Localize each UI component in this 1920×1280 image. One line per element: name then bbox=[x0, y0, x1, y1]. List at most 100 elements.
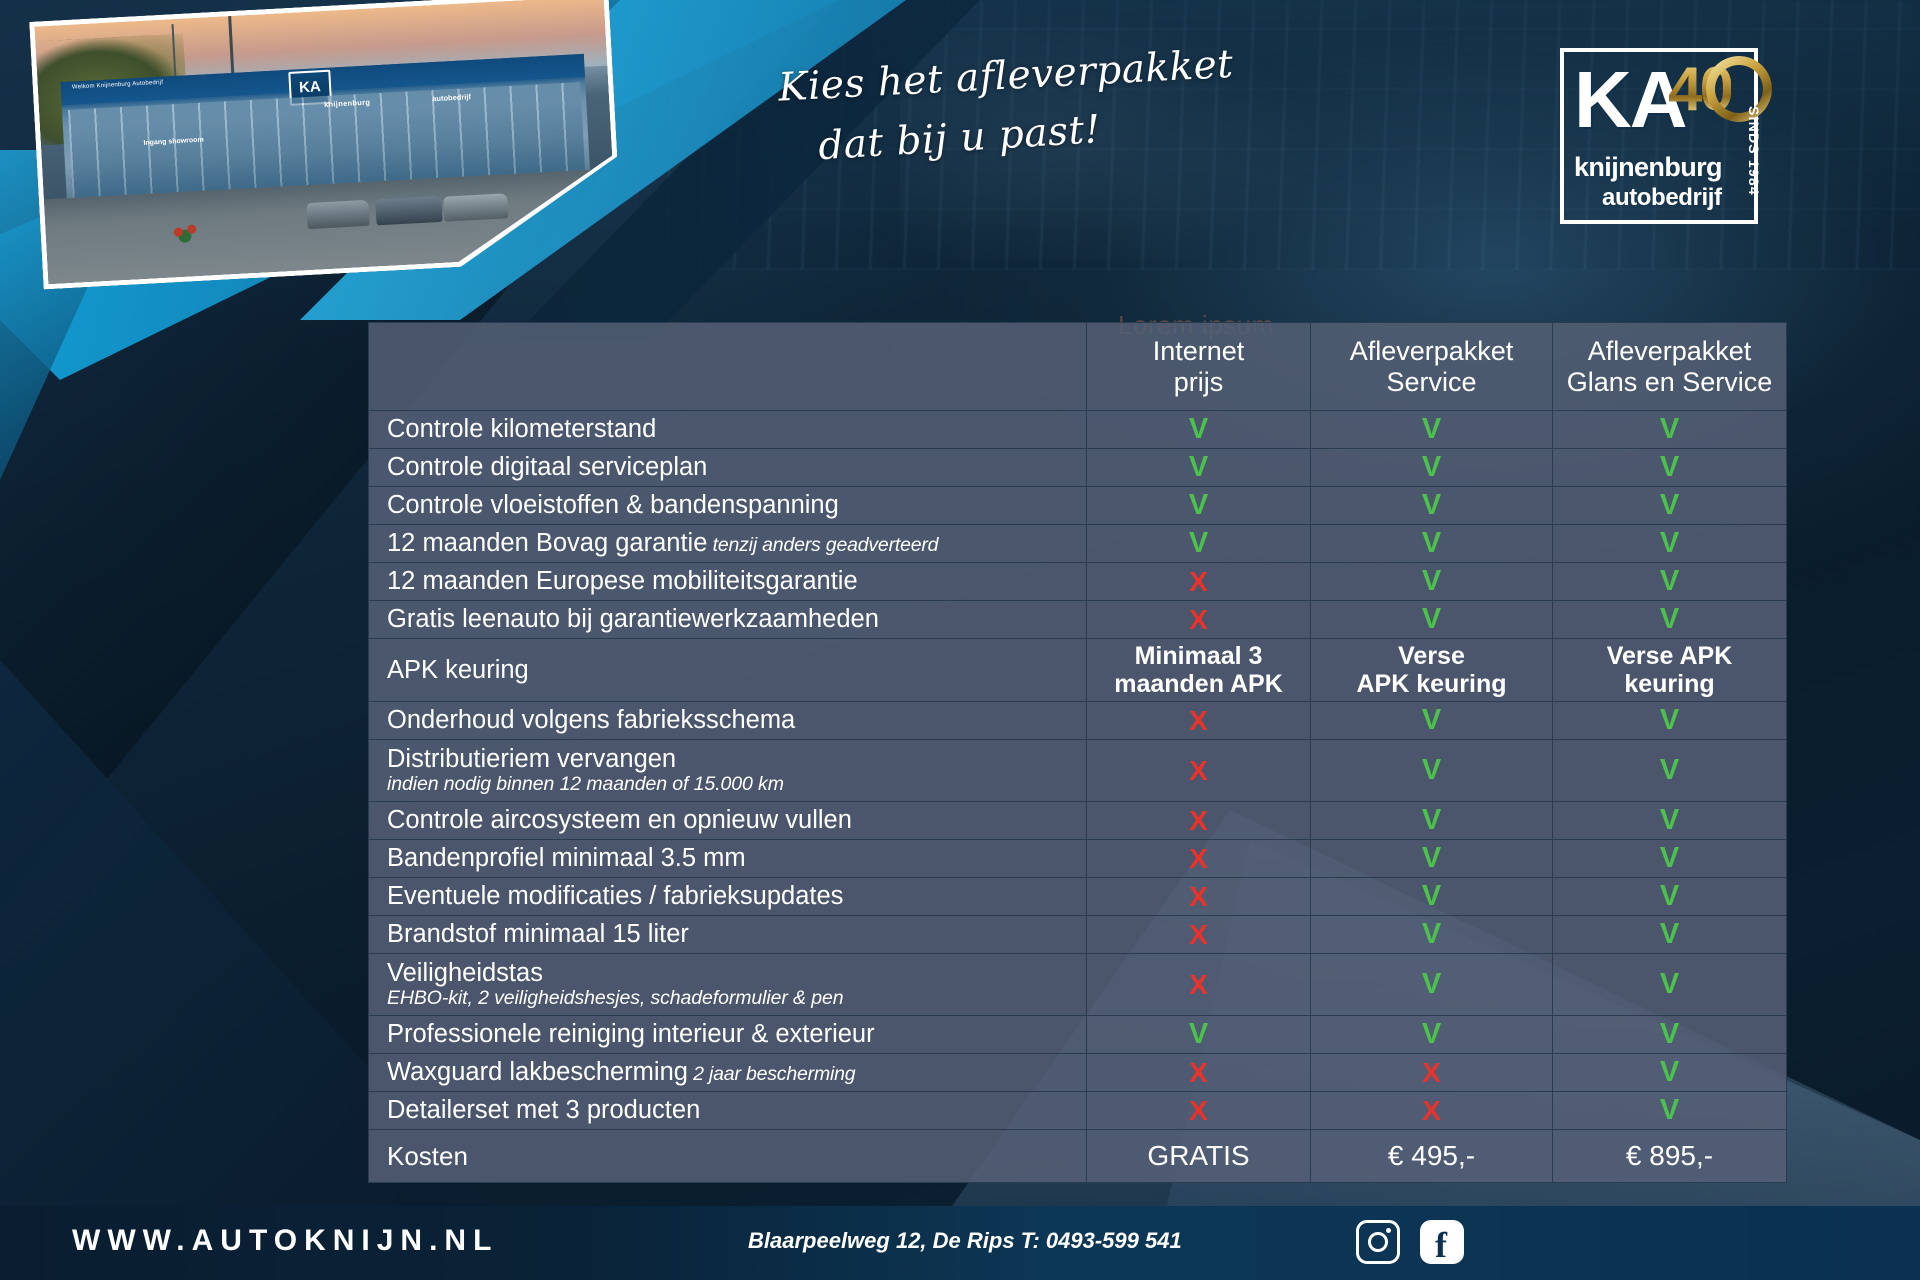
header-glans-line1: Afleverpakket bbox=[1587, 336, 1752, 367]
table-row: Waxguard lakbescherming 2 jaar beschermi… bbox=[368, 1053, 1787, 1092]
header-service-line2: Service bbox=[1386, 366, 1477, 397]
cross-icon: X bbox=[1189, 565, 1208, 597]
cell-check: V bbox=[1310, 524, 1553, 563]
cell-check: V bbox=[1086, 410, 1311, 449]
row-label-text: Controle kilometerstand bbox=[387, 415, 657, 444]
logo-since-text: SINDS 1984 bbox=[1746, 106, 1762, 196]
row-label: Controle digitaal serviceplan bbox=[368, 448, 1087, 487]
table-header-row: Internet prijs Afleverpakket Service Afl… bbox=[368, 322, 1787, 411]
cell-text-value: Verse APK keuring bbox=[1606, 641, 1733, 699]
table-row: Veiligheidstas EHBO-kit, 2 veiligheidshes… bbox=[368, 953, 1787, 1016]
table-row: Controle aircosysteem en opnieuw vullen X… bbox=[368, 801, 1787, 840]
check-icon: V bbox=[1421, 754, 1442, 786]
check-icon: V bbox=[1659, 754, 1680, 786]
footer-website[interactable]: WWW.AUTOKNIJN.NL bbox=[72, 1224, 499, 1257]
cost-label: Kosten bbox=[368, 1129, 1087, 1183]
cell-check: V bbox=[1552, 410, 1787, 449]
check-icon: V bbox=[1421, 527, 1442, 559]
table-row: Detailerset met 3 producten X X V bbox=[368, 1091, 1787, 1130]
cell-cross: X bbox=[1310, 1053, 1553, 1092]
row-label-text: Eventuele modificaties / fabrieksupdates bbox=[387, 882, 844, 911]
cell-check: V bbox=[1552, 486, 1787, 525]
check-icon: V bbox=[1659, 880, 1680, 912]
check-icon: V bbox=[1188, 1018, 1209, 1050]
cell-check: V bbox=[1310, 486, 1553, 525]
logo-company-subtitle: autobedrijf bbox=[1602, 184, 1722, 211]
cell-check: V bbox=[1552, 1015, 1787, 1054]
row-label-text: Waxguard lakbescherming bbox=[387, 1058, 688, 1087]
cost-value: GRATIS bbox=[1086, 1129, 1311, 1183]
photo-car-1 bbox=[307, 200, 370, 229]
row-label-subtext: indien nodig binnen 12 maanden of 15.000… bbox=[387, 773, 784, 796]
cell-check: V bbox=[1310, 410, 1553, 449]
logo-company-name: knijnenburg bbox=[1574, 152, 1723, 182]
background-glow bbox=[900, 10, 1320, 260]
instagram-ring bbox=[1368, 1232, 1388, 1252]
cell-cross: X bbox=[1086, 701, 1311, 740]
row-label: Distributieriem vervangen indien nodig bi… bbox=[368, 739, 1087, 802]
cross-icon: X bbox=[1189, 754, 1208, 786]
check-icon: V bbox=[1659, 968, 1680, 1000]
table-row: Distributieriem vervangen indien nodig bi… bbox=[368, 739, 1787, 802]
header-glans-line2: Glans en Service bbox=[1566, 366, 1773, 397]
cell-cross: X bbox=[1086, 600, 1311, 639]
check-icon: V bbox=[1421, 413, 1442, 445]
row-label-text: Detailerset met 3 producten bbox=[387, 1096, 701, 1125]
company-logo: KA 40 knijnenburg autobedrijf SINDS 1984 bbox=[1560, 48, 1790, 228]
row-label-text: Bandenprofiel minimaal 3.5 mm bbox=[387, 844, 746, 873]
cell-check: V bbox=[1552, 801, 1787, 840]
check-icon: V bbox=[1188, 527, 1209, 559]
check-icon: V bbox=[1188, 489, 1209, 521]
table-row: Controle kilometerstand V V V bbox=[368, 410, 1787, 449]
row-label: Controle aircosysteem en opnieuw vullen bbox=[368, 801, 1087, 840]
row-label-text: Controle vloeistoffen & bandenspanning bbox=[387, 491, 839, 520]
table-row: Onderhoud volgens fabrieksschema X V V bbox=[368, 701, 1787, 740]
photo-flower-bed bbox=[165, 220, 208, 244]
check-icon: V bbox=[1659, 804, 1680, 836]
check-icon: V bbox=[1421, 565, 1442, 597]
table-row: APK keuring Minimaal 3 maanden APK Verse APK… bbox=[368, 638, 1787, 702]
check-icon: V bbox=[1421, 489, 1442, 521]
cell-cross: X bbox=[1086, 839, 1311, 878]
header-service-line1: Afleverpakket bbox=[1349, 336, 1514, 367]
cell-check: V bbox=[1552, 1091, 1787, 1130]
cell-cross: X bbox=[1086, 562, 1311, 601]
row-label: Controle vloeistoffen & bandenspanning bbox=[368, 486, 1087, 525]
cell-check: V bbox=[1552, 701, 1787, 740]
cross-icon: X bbox=[1189, 842, 1208, 874]
check-icon: V bbox=[1659, 1056, 1680, 1088]
logo-border-box bbox=[1560, 48, 1758, 224]
cell-check: V bbox=[1552, 739, 1787, 802]
row-label: 12 maanden Europese mobiliteitsgarantie bbox=[368, 562, 1087, 601]
facebook-icon[interactable]: f bbox=[1420, 1220, 1464, 1264]
row-label-text: Controle aircosysteem en opnieuw vullen bbox=[387, 806, 852, 835]
photo-car-3 bbox=[443, 193, 508, 221]
row-label-text: Professionele reiniging interieur & exte… bbox=[387, 1020, 875, 1049]
table-row: Brandstof minimaal 15 liter X V V bbox=[368, 915, 1787, 954]
cell-text: Verse APK keuring bbox=[1310, 638, 1553, 702]
row-label-text: Veiligheidstas bbox=[387, 959, 543, 988]
cell-check: V bbox=[1310, 953, 1553, 1016]
check-icon: V bbox=[1659, 704, 1680, 736]
slogan: Kies het afleverpakket dat bij u past! bbox=[760, 42, 1280, 208]
row-label: 12 maanden Bovag garantie tenzij anders … bbox=[368, 524, 1087, 563]
check-icon: V bbox=[1188, 413, 1209, 445]
instagram-icon[interactable] bbox=[1356, 1220, 1400, 1264]
row-label: Detailerset met 3 producten bbox=[368, 1091, 1087, 1130]
package-comparison-table: Internet prijs Afleverpakket Service Afl… bbox=[368, 322, 1787, 1183]
check-icon: V bbox=[1659, 603, 1680, 635]
row-label-text: Onderhoud volgens fabrieksschema bbox=[387, 706, 796, 735]
cross-icon: X bbox=[1422, 1094, 1441, 1126]
check-icon: V bbox=[1659, 1018, 1680, 1050]
cell-check: V bbox=[1310, 600, 1553, 639]
row-label: Gratis leenauto bij garantiewerkzaamhede… bbox=[368, 600, 1087, 639]
photo-car-2 bbox=[375, 196, 442, 226]
footer-address: Blaarpeelweg 12, De Rips T: 0493-599 541 bbox=[748, 1228, 1182, 1253]
header-cell-blank bbox=[368, 322, 1087, 411]
cell-cross: X bbox=[1086, 1053, 1311, 1092]
cell-check: V bbox=[1552, 915, 1787, 954]
cell-text-value: Minimaal 3 maanden APK bbox=[1114, 641, 1283, 699]
table-row: Controle digitaal serviceplan V V V bbox=[368, 448, 1787, 487]
package-comparison-table-wrap: Internet prijs Afleverpakket Service Afl… bbox=[368, 322, 1787, 1183]
table-head: Internet prijs Afleverpakket Service Afl… bbox=[368, 322, 1787, 411]
